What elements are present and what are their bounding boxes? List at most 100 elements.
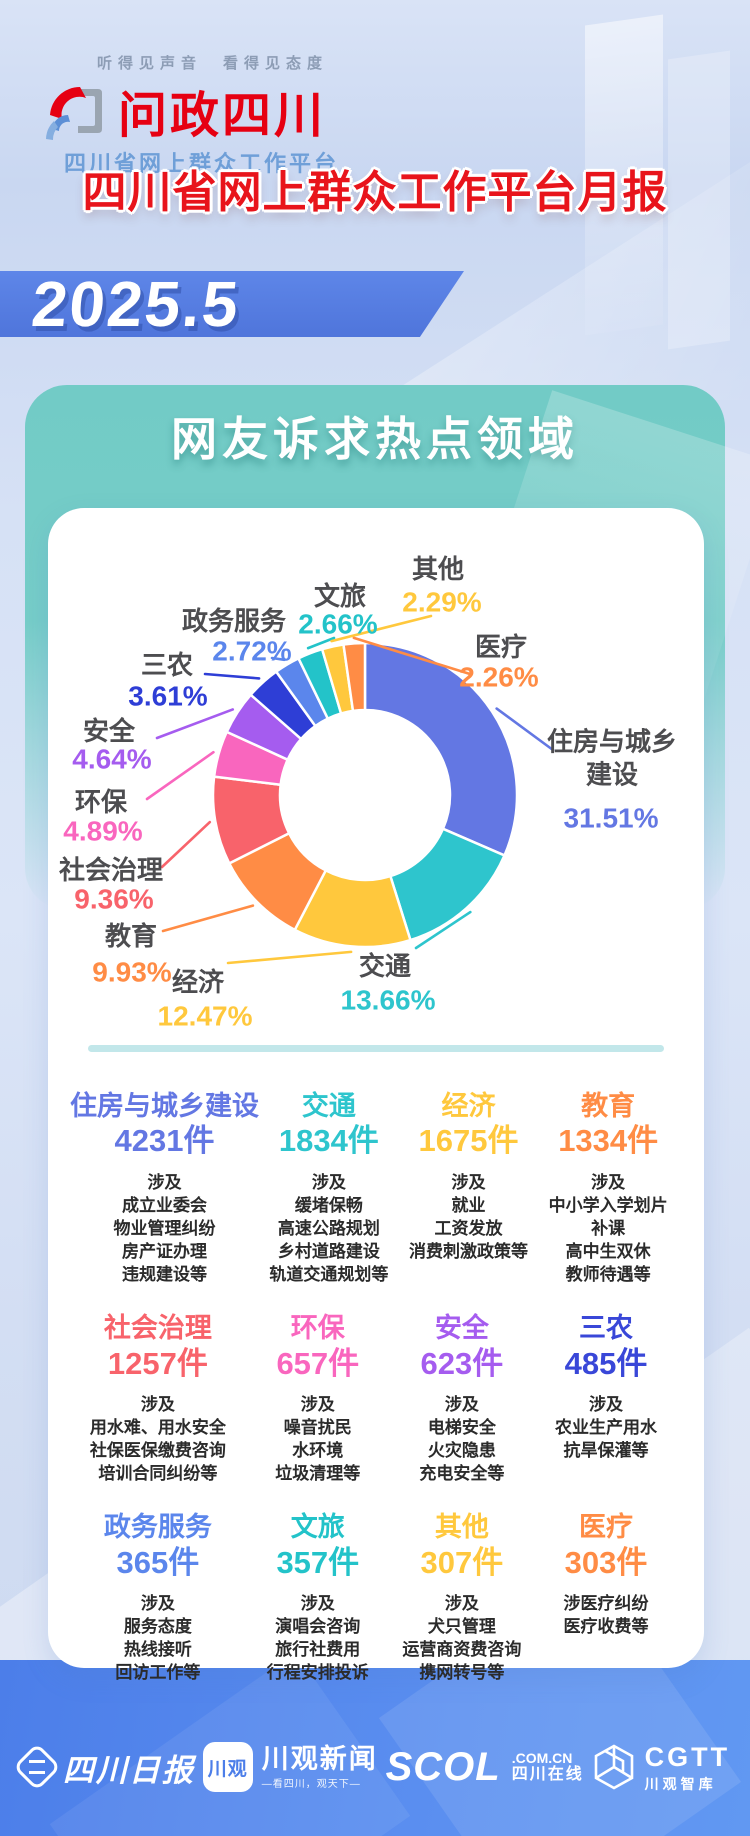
category-detail-line: 涉及 <box>451 1173 486 1193</box>
brand-name: 问政四川 <box>118 89 327 143</box>
category-count: 1675件 <box>418 1123 519 1159</box>
report-title: 四川省网上群众工作平台月报 <box>82 168 668 217</box>
category-count: 307件 <box>420 1544 504 1580</box>
category-detail-line: 用水难、用水安全 <box>89 1418 226 1438</box>
category-details: 涉及 农业生产用水 抗旱保灌等 <box>534 1393 678 1462</box>
category-row-0: 住房与城乡建设 4231件 涉及 成立业委会 物业管理纠纷 房产证办理 违规建设等 交通 183… <box>70 1090 678 1286</box>
category-card-4: 社会治理 1257件 涉及 用水难、用水安全 社保医保缴费咨询 培训合同纠纷等 <box>70 1312 246 1485</box>
cgtt-text: CGTT <box>644 1741 731 1772</box>
category-detail-line: 涉及 <box>591 1173 626 1193</box>
donut-label-name-8: 政务服务 <box>181 605 287 636</box>
category-card-3: 教育 1334件 涉及 中小学入学划片 补课 高中生双休 教师待遇等 <box>538 1090 678 1286</box>
category-detail-line: 旅行社费用 <box>275 1640 361 1660</box>
category-detail-line: 抗旱保灌等 <box>563 1441 649 1461</box>
category-detail-line: 社保医保缴费咨询 <box>89 1441 226 1461</box>
category-detail-line: 涉及 <box>140 1395 175 1415</box>
category-detail-line: 涉医疗纠纷 <box>563 1594 649 1614</box>
category-details: 涉医疗纠纷 医疗收费等 <box>534 1592 678 1638</box>
category-name: 社会治理 <box>103 1313 212 1344</box>
donut-leader-line-3 <box>161 904 255 933</box>
donut-label-name-10: 其他 <box>411 553 465 584</box>
category-count: 623件 <box>420 1345 504 1381</box>
donut-chart: 住房与城乡 建设 31.51% 交通 13.66% 经济 12.47% 教育 9.93% 社会治理… <box>48 508 704 1045</box>
donut-label-value-4: 9.36% <box>74 883 154 915</box>
category-name: 住房与城乡建设 <box>70 1091 259 1121</box>
donut-leader-line-2 <box>226 950 353 965</box>
category-name: 环保 <box>290 1313 345 1344</box>
category-name: 教育 <box>581 1091 636 1121</box>
brand-logo: 问政四川 <box>42 76 326 147</box>
category-count: 657件 <box>276 1345 360 1381</box>
category-card-11: 医疗 303件 涉医疗纠纷 医疗收费等 <box>534 1511 678 1684</box>
category-detail-line: 运营商资费咨询 <box>402 1640 522 1660</box>
category-name: 经济 <box>441 1091 496 1121</box>
category-detail-line: 涉及 <box>588 1395 623 1415</box>
category-card-10: 其他 307件 涉及 犬只管理 运营商资费咨询 携网转号等 <box>390 1511 534 1684</box>
donut-leader-line-10 <box>330 614 433 643</box>
cgtt-thinktank-text: 川观智库 <box>644 1775 717 1792</box>
category-details: 涉及 成立业委会 物业管理纠纷 房产证办理 违规建设等 <box>70 1171 259 1286</box>
donut-leader-line-4 <box>160 820 212 869</box>
category-detail-line: 涉及 <box>444 1395 479 1415</box>
category-detail-line: 电梯安全 <box>427 1418 496 1438</box>
category-detail-line: 演唱会咨询 <box>275 1617 361 1637</box>
category-count: 1334件 <box>558 1123 659 1159</box>
category-detail-line: 就业 <box>451 1196 486 1216</box>
donut-label-value-0: 31.51% <box>563 802 659 834</box>
category-card-5: 环保 657件 涉及 噪音扰民 水环境 垃圾清理等 <box>246 1312 390 1485</box>
donut-leader-line-6 <box>155 708 235 740</box>
logo-cgtt: CGTT 川观智库 <box>592 1742 731 1792</box>
donut-label-value-6: 4.64% <box>72 743 152 775</box>
scol-text: SCOL <box>385 1744 501 1789</box>
chuanguan-news-text: 川观新闻 <box>261 1743 378 1774</box>
donut-label-name-11: 医疗 <box>474 631 528 662</box>
category-detail-line: 消费刺激政策等 <box>409 1242 528 1262</box>
donut-label-name-7: 三农 <box>140 649 194 680</box>
donut-label-value-1: 13.66% <box>340 984 436 1016</box>
sichuan-daily-icon <box>12 1742 61 1792</box>
donut-leader-line-11 <box>352 636 472 676</box>
category-card-0: 住房与城乡建设 4231件 涉及 成立业委会 物业管理纠纷 房产证办理 违规建设等 <box>70 1090 259 1286</box>
footer-logos: 四川日报 川观 川观新闻 —看四川，观天下— SCOL .COM.CN 四川在线 <box>0 1660 750 1836</box>
content-card: 住房与城乡 建设 31.51% 交通 13.66% 经济 12.47% 教育 9.93% 社会治理… <box>48 508 704 1682</box>
category-details: 涉及 用水难、用水安全 社保医保缴费咨询 培训合同纠纷等 <box>70 1393 246 1485</box>
category-count: 1257件 <box>107 1345 208 1381</box>
category-details: 涉及 演唱会咨询 旅行社费用 行程安排投诉 <box>246 1592 390 1684</box>
category-detail-line: 轨道交通规划等 <box>269 1265 389 1285</box>
sichuan-daily-text: 四川日报 <box>62 1752 195 1788</box>
brand-tagline: 听得见声音 看得见态度 <box>97 55 329 72</box>
category-name: 政务服务 <box>103 1512 212 1543</box>
category-detail-line: 房产证办理 <box>122 1242 207 1262</box>
cgtt-cube-icon <box>594 1744 633 1790</box>
category-name: 三农 <box>578 1313 633 1344</box>
donut-label-name-6: 安全 <box>82 715 136 746</box>
category-detail-line: 教师待遇等 <box>565 1265 651 1285</box>
category-detail-line: 携网转号等 <box>419 1663 505 1683</box>
donut-leader-line-9 <box>306 636 336 650</box>
category-detail-line: 垃圾清理等 <box>275 1464 361 1484</box>
category-detail-line: 成立业委会 <box>122 1196 207 1216</box>
category-detail-line: 水环境 <box>292 1441 344 1461</box>
category-detail-line: 服务态度 <box>123 1617 192 1637</box>
category-name: 文旅 <box>290 1512 345 1543</box>
donut-label-value-7: 3.61% <box>128 680 208 712</box>
donut-label-name-5: 环保 <box>74 786 128 817</box>
platform-subtitle: 四川省网上群众工作平台 <box>64 151 340 176</box>
donut-label-value-8: 2.72% <box>212 635 292 667</box>
category-detail-line: 补课 <box>591 1219 626 1239</box>
category-detail-line: 高速公路规划 <box>277 1219 380 1239</box>
category-detail-line: 涉及 <box>444 1594 479 1614</box>
donut-label-name-1: 交通 <box>358 950 412 981</box>
donut-leader-line-7 <box>203 672 261 680</box>
category-detail-line: 涉及 <box>147 1173 182 1193</box>
category-details: 涉及 噪音扰民 水环境 垃圾清理等 <box>246 1393 390 1485</box>
category-details: 涉及 缓堵保畅 高速公路规划 乡村道路建设 轨道交通规划等 <box>259 1171 399 1286</box>
category-detail-line: 行程安排投诉 <box>266 1663 369 1683</box>
category-detail-line: 充电安全等 <box>419 1464 505 1484</box>
category-name: 安全 <box>434 1313 489 1344</box>
category-count: 485件 <box>564 1345 648 1381</box>
category-count: 303件 <box>564 1544 648 1580</box>
category-card-1: 交通 1834件 涉及 缓堵保畅 高速公路规划 乡村道路建设 轨道交通规划等 <box>259 1090 399 1286</box>
category-detail-line: 高中生双休 <box>565 1242 651 1262</box>
